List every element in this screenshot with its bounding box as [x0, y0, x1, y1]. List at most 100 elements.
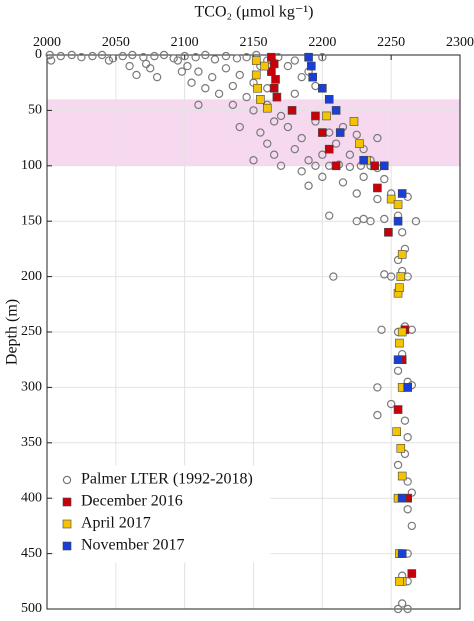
point: [403, 604, 412, 614]
x-tick-label: 2250: [377, 35, 405, 50]
point: [403, 383, 412, 392]
point: [395, 283, 404, 292]
point: [370, 161, 379, 171]
point: [377, 325, 386, 334]
x-tick-label: 2000: [33, 35, 61, 50]
point: [338, 178, 348, 187]
point: [118, 51, 127, 61]
y-tick-label: 350: [21, 435, 42, 450]
point: [128, 50, 137, 60]
point: [221, 64, 231, 73]
point: [386, 272, 396, 281]
point: [397, 189, 407, 198]
point: [88, 51, 97, 61]
point: [311, 111, 320, 121]
point: [297, 167, 306, 176]
point: [214, 89, 224, 98]
point: [318, 150, 327, 159]
point: [251, 70, 261, 80]
point: [397, 250, 407, 259]
legend-label: April 2017: [81, 515, 151, 532]
point: [411, 216, 421, 226]
point: [235, 70, 244, 80]
point: [210, 55, 220, 64]
point: [393, 200, 403, 209]
point: [173, 56, 182, 65]
point: [146, 64, 155, 73]
point: [290, 89, 299, 98]
point: [183, 61, 192, 71]
point: [380, 174, 389, 184]
point: [384, 227, 393, 237]
point: [324, 144, 334, 154]
point: [386, 399, 396, 409]
point: [271, 75, 280, 84]
point: [276, 111, 286, 121]
point: [56, 51, 65, 61]
point: [393, 366, 403, 375]
y-tick-label: 100: [21, 158, 42, 173]
point: [180, 51, 189, 61]
point: [46, 56, 56, 65]
legend-marker: [62, 497, 72, 507]
point: [386, 194, 396, 204]
point: [393, 604, 403, 614]
x-tick-label: 2050: [102, 35, 130, 50]
point: [228, 81, 238, 91]
point: [318, 128, 327, 137]
point: [249, 106, 258, 115]
point: [67, 50, 76, 60]
point: [396, 272, 406, 281]
point: [242, 53, 251, 62]
point: [359, 155, 368, 165]
point: [373, 183, 382, 193]
point: [297, 133, 306, 143]
point: [397, 228, 407, 237]
y-tick-label: 0: [35, 47, 42, 62]
x-tick-label: 2100: [171, 35, 199, 50]
point: [290, 56, 299, 65]
point: [352, 189, 361, 198]
point: [395, 576, 404, 586]
y-tick-label: 300: [21, 380, 42, 395]
point: [331, 139, 341, 148]
point: [159, 50, 169, 60]
point: [141, 59, 151, 69]
point: [77, 53, 86, 62]
point: [256, 128, 265, 137]
point: [287, 106, 297, 115]
legend-marker: [62, 475, 72, 485]
point: [187, 78, 196, 87]
point: [177, 67, 187, 76]
legend-marker: [62, 541, 72, 551]
point: [150, 51, 159, 61]
point: [283, 61, 293, 71]
point: [379, 161, 389, 171]
x-tick-label: 2300: [446, 35, 474, 50]
point: [251, 56, 261, 65]
point: [221, 51, 231, 61]
point: [325, 211, 334, 220]
point: [253, 83, 262, 93]
point: [304, 181, 313, 190]
point: [201, 50, 210, 60]
point: [373, 383, 382, 392]
point: [393, 216, 403, 226]
point: [373, 133, 382, 143]
x-axis-label: TCO₂ (μmol kg⁻¹): [195, 4, 314, 21]
point: [393, 405, 403, 414]
point: [407, 569, 417, 578]
legend-label: Palmer LTER (1992-2018): [81, 471, 253, 488]
point: [132, 70, 141, 80]
point: [380, 214, 389, 224]
point: [397, 549, 407, 558]
point: [397, 471, 407, 481]
x-tick-label: 2150: [240, 35, 268, 50]
point: [403, 505, 412, 514]
y-tick-label: 200: [21, 269, 42, 284]
point: [263, 139, 272, 148]
point: [393, 460, 403, 470]
point: [318, 83, 327, 93]
x-tick-label: 2200: [308, 35, 336, 50]
